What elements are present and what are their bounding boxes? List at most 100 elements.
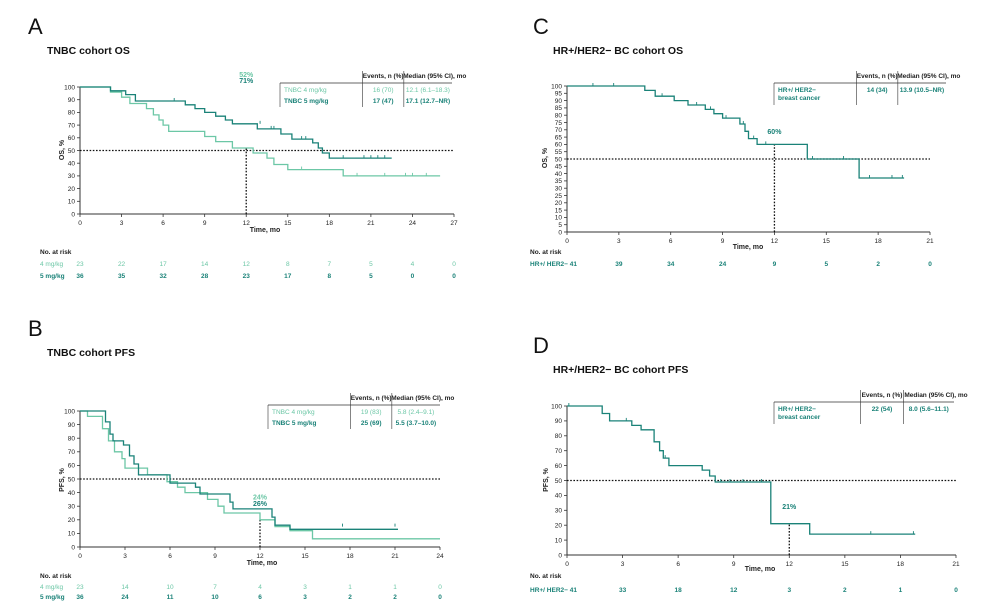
risk-value: 5 (369, 273, 373, 280)
legend-median: 5.5 (3.7–10.0) (396, 420, 436, 427)
x-tick-label: 0 (565, 238, 569, 245)
y-tick-label: 0 (558, 552, 562, 559)
risk-table: No. at risk HR+/ HER2− 41 33 18 12 3 2 1 0 (530, 573, 958, 594)
risk-value: 32 (159, 273, 167, 280)
x-tick-label: 24 (436, 553, 444, 560)
x-tick-label: 9 (721, 238, 725, 245)
legend-events: 14 (34) (867, 87, 888, 94)
risk-value: 0 (411, 273, 415, 280)
y-axis-label: OS, % (542, 147, 549, 168)
y-tick-label: 30 (555, 508, 563, 515)
x-tick-label: 12 (256, 553, 264, 560)
risk-value: 12 (243, 261, 251, 268)
panel-c: CHR+/HER2− BC cohort OS0 3 6 9 12 15 18 2105101… (530, 14, 960, 268)
x-tick-label: 27 (450, 220, 458, 227)
landmark-annotation: 60% (767, 129, 782, 136)
risk-value: 35 (118, 273, 126, 280)
risk-value: 0 (452, 273, 456, 280)
y-tick-label: 70 (68, 122, 76, 129)
x-tick-label: 21 (952, 561, 960, 568)
y-tick-label: 35 (555, 178, 563, 185)
y-tick-label: 30 (555, 186, 563, 193)
km-curve-dark (567, 85, 905, 179)
x-tick-label: 6 (676, 561, 680, 568)
km-curve-dark (567, 405, 916, 535)
km-curve-light (80, 86, 441, 177)
y-tick-label: 90 (68, 422, 76, 429)
risk-value: 10 (166, 584, 174, 591)
y-tick-label: 40 (68, 161, 76, 168)
risk-value: 1 (899, 587, 903, 594)
risk-value: 2 (393, 594, 397, 601)
chart-title: HR+/HER2− BC cohort PFS (553, 364, 688, 376)
risk-value: 14 (201, 261, 209, 268)
km-curve-dark (80, 410, 398, 530)
y-tick-label: 30 (68, 504, 76, 511)
y-tick-label: 50 (68, 148, 76, 155)
y-tick-label: 75 (555, 120, 563, 127)
landmark-annotation: 71% (239, 78, 254, 85)
legend-median: 5.8 (2.4–9.1) (397, 409, 434, 416)
x-tick-label: 12 (786, 561, 794, 568)
x-tick-label: 9 (203, 220, 207, 227)
panel-label: A (28, 14, 43, 39)
chart-title: TNBC cohort OS (47, 45, 130, 57)
risk-value: 6 (258, 594, 262, 601)
y-tick-label: 70 (68, 449, 76, 456)
y-tick-label: 20 (68, 186, 76, 193)
km-curve-dark (80, 86, 392, 159)
legend-median: 8.0 (5.6–11.1) (909, 406, 949, 413)
x-tick-label: 6 (168, 553, 172, 560)
risk-value: 1 (393, 584, 397, 591)
x-tick-label: 9 (732, 561, 736, 568)
x-axis-label: Time, mo (250, 227, 281, 234)
x-tick-label: 3 (621, 561, 625, 568)
legend-header-median: Median (95% CI), mo (897, 73, 960, 80)
y-tick-label: 85 (555, 105, 563, 112)
landmark-annotation: 21% (782, 504, 797, 511)
risk-table: No. at risk HR+/ HER2− 41 39 34 24 9 5 2 0 (530, 249, 932, 268)
risk-value: 24 (121, 594, 129, 601)
y-tick-label: 70 (555, 448, 563, 455)
risk-table: No. at risk 4 mg/kg 23 22 17 14 12 8 7 5 4 0 5 mg/kg… (40, 249, 456, 280)
risk-value: 34 (667, 261, 675, 268)
y-tick-label: 100 (64, 408, 75, 415)
landmark-annotation: 26% (253, 501, 268, 508)
km-curve-light (80, 410, 440, 540)
risk-value: 11 (167, 594, 174, 601)
x-tick-label: 12 (243, 220, 251, 227)
y-tick-label: 5 (558, 222, 562, 229)
risk-value: 2 (876, 261, 880, 268)
risk-value: 2 (348, 594, 352, 601)
risk-value: 17 (159, 261, 167, 268)
y-tick-label: 100 (64, 84, 75, 91)
x-tick-label: 21 (391, 553, 399, 560)
risk-value: 1 (348, 584, 352, 591)
x-axis-label: Time, mo (733, 244, 764, 251)
risk-value: 0 (438, 584, 442, 591)
legend-events: 25 (69) (361, 420, 382, 427)
y-tick-label: 60 (68, 463, 76, 470)
chart-title: HR+/HER2− BC cohort OS (553, 45, 683, 57)
risk-value: 28 (201, 273, 209, 280)
x-tick-label: 9 (213, 553, 217, 560)
risk-header: No. at risk (530, 573, 562, 580)
risk-value: 36 (76, 273, 84, 280)
y-tick-label: 60 (555, 463, 563, 470)
y-axis-label: OS, % (59, 139, 66, 160)
y-tick-label: 60 (68, 135, 76, 142)
risk-value: 18 (675, 587, 683, 594)
risk-row-label: 5 mg/kg (40, 594, 65, 601)
risk-value: 0 (928, 261, 932, 268)
legend-events: 17 (47) (373, 98, 394, 105)
legend-header-events: Events, n (%) (857, 73, 898, 80)
legend-header-events: Events, n (%) (363, 73, 404, 80)
y-tick-label: 25 (555, 193, 563, 200)
x-axis-label: Time, mo (247, 560, 278, 567)
risk-value: 36 (76, 594, 84, 601)
risk-row-label: 4 mg/kg (40, 261, 64, 268)
risk-value: 0 (954, 587, 958, 594)
x-tick-label: 15 (301, 553, 309, 560)
